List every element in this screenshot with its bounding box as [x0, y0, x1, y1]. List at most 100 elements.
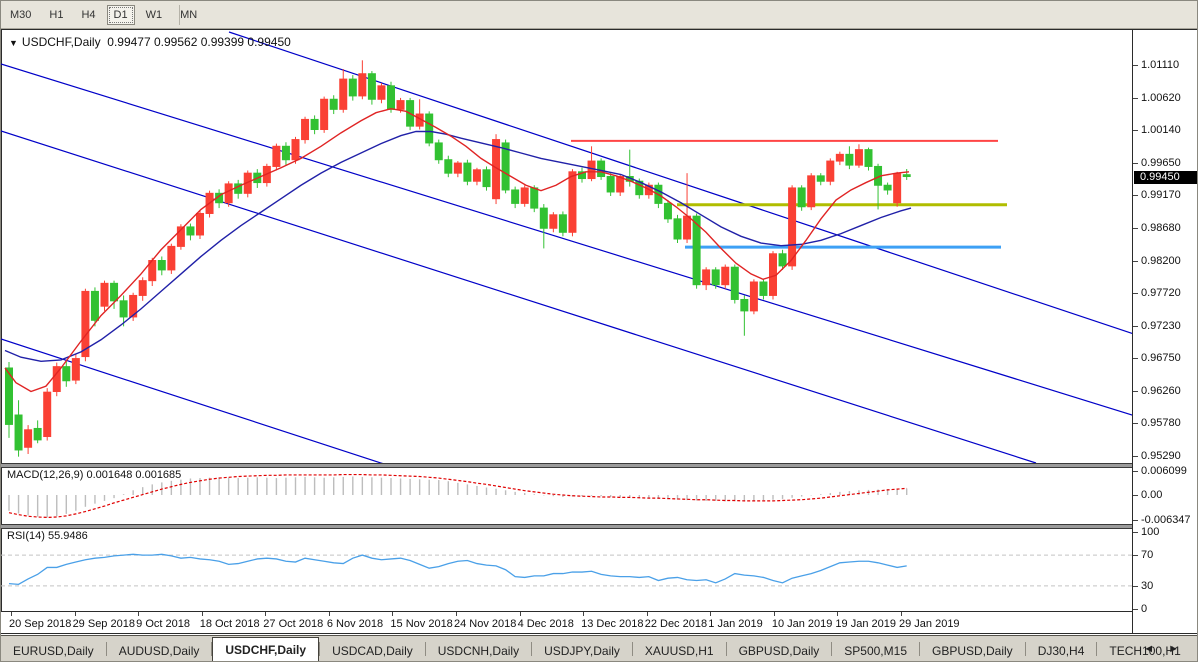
candle-up[interactable] [148, 257, 157, 287]
candle-down[interactable] [692, 213, 701, 289]
candle-down[interactable] [348, 75, 357, 101]
trendline-1[interactable] [228, 31, 1132, 343]
candle-up[interactable] [52, 362, 61, 397]
candle-up[interactable] [788, 185, 797, 270]
candle-down[interactable] [157, 256, 166, 276]
rsi-indicator-pane[interactable] [1, 527, 1132, 611]
candle-down[interactable] [874, 163, 883, 210]
candle-down[interactable] [5, 361, 13, 438]
candle-down[interactable] [730, 264, 739, 304]
chevron-down-icon[interactable]: ▼ [9, 38, 18, 48]
tab-dj30-h4[interactable]: DJ30,H4 [1037, 644, 1085, 658]
timeframe-button-w1[interactable]: W1 [145, 9, 163, 21]
candle-up[interactable] [472, 167, 481, 186]
tab-scroll-arrows[interactable]: ◄► [1143, 643, 1193, 655]
candle-down[interactable] [663, 200, 672, 223]
candle-up[interactable] [24, 425, 33, 454]
candle-up[interactable] [100, 280, 109, 311]
candle-down[interactable] [110, 280, 119, 309]
tab-gbpusd-daily[interactable]: GBPUSD,Daily [932, 644, 1013, 658]
date-axis[interactable]: 20 Sep 2018 29 Sep 2018 9 Oct 2018 18 Oct 2… [1, 612, 1132, 633]
candle-up[interactable] [453, 161, 462, 178]
candle-down[interactable] [597, 158, 606, 180]
candle-down[interactable] [673, 214, 682, 244]
candle-up[interactable] [320, 96, 329, 133]
candle-down[interactable] [463, 159, 472, 186]
candle-down[interactable] [578, 167, 586, 183]
tab-usdcnh-daily[interactable]: USDCNH,Daily [437, 644, 520, 658]
tab-usdjpy-daily[interactable]: USDJPY,Daily [544, 644, 620, 658]
tab-usdcad-daily[interactable]: USDCAD,Daily [332, 644, 413, 658]
candle-up[interactable] [520, 185, 529, 207]
trendline-3[interactable] [1, 338, 385, 464]
candle-up[interactable] [176, 224, 185, 250]
tab-eurusd-daily[interactable]: EURUSD,Daily [13, 644, 94, 658]
candle-down[interactable] [14, 400, 23, 457]
candle-up[interactable] [138, 277, 147, 301]
tab-gbpusd-daily[interactable]: GBPUSD,Daily [738, 644, 820, 658]
candle-down[interactable] [90, 287, 99, 327]
timeframe-button-m30[interactable]: M30 [10, 9, 32, 21]
timeframe-button-h4[interactable]: H4 [81, 9, 96, 21]
candle-down[interactable] [711, 267, 720, 289]
candle-down[interactable] [511, 186, 520, 209]
candle-up[interactable] [807, 173, 816, 211]
candle-down[interactable] [186, 223, 195, 241]
candle-up[interactable] [196, 210, 204, 240]
candle-up[interactable] [272, 143, 281, 171]
candle-down[interactable] [62, 361, 71, 387]
candle-up[interactable] [749, 279, 758, 315]
pane-separator-macd[interactable] [1, 463, 1132, 468]
candle-up[interactable] [167, 243, 176, 274]
timeframe-button-h1[interactable]: H1 [49, 9, 64, 21]
candle-up[interactable] [129, 292, 138, 321]
candle-down[interactable] [281, 142, 290, 166]
candle-down[interactable] [902, 168, 911, 180]
candle-down[interactable] [740, 295, 749, 336]
candle-up[interactable] [835, 151, 844, 166]
candle-up[interactable] [339, 69, 348, 113]
candle-up[interactable] [549, 212, 558, 233]
timeframe-button-mn[interactable]: MN [180, 9, 198, 21]
candle-down[interactable] [234, 179, 243, 199]
candle-up[interactable] [224, 181, 233, 207]
tab-sp500-m15[interactable]: SP500,M15 [844, 644, 907, 658]
tab-audusd-daily[interactable]: AUDUSD,Daily [118, 644, 200, 658]
macd-indicator-pane[interactable] [1, 466, 1132, 525]
candle-up[interactable] [568, 169, 577, 237]
candle-up[interactable] [721, 264, 730, 289]
candle-down[interactable] [883, 182, 892, 195]
candle-up[interactable] [854, 144, 863, 168]
tab-tech100-h1[interactable]: TECH100,H1 [1109, 644, 1181, 658]
candle-down[interactable] [367, 71, 376, 105]
candle-down[interactable] [864, 147, 873, 171]
trendline-2[interactable] [1, 63, 1132, 424]
candle-down[interactable] [434, 139, 443, 164]
candle-down[interactable] [606, 173, 615, 197]
candle-up[interactable] [415, 99, 424, 130]
tab-scroll-right-icon[interactable]: ► [1168, 643, 1193, 655]
pane-separator-rsi[interactable] [1, 524, 1132, 529]
candle-down[interactable] [425, 111, 434, 147]
candle-up[interactable] [291, 136, 300, 164]
tab-usdchf-daily[interactable]: USDCHF,Daily [212, 637, 320, 661]
candle-up[interactable] [358, 60, 367, 100]
candle-up[interactable] [71, 354, 80, 385]
candle-down[interactable] [816, 173, 825, 186]
main-price-chart[interactable] [1, 29, 1132, 464]
tab-scroll-left-icon[interactable]: ◄ [1143, 643, 1169, 655]
candle-down[interactable] [797, 185, 806, 211]
trendline-4[interactable] [1, 130, 1037, 464]
candle-up[interactable] [893, 171, 902, 207]
candle-up[interactable] [377, 83, 386, 104]
candle-down[interactable] [119, 295, 128, 327]
candle-down[interactable] [539, 204, 548, 249]
candle-up[interactable] [43, 388, 52, 441]
candle-down[interactable] [759, 279, 768, 300]
candle-up[interactable] [826, 158, 835, 186]
candle-up[interactable] [702, 267, 711, 291]
candle-down[interactable] [33, 420, 42, 444]
candle-down[interactable] [329, 95, 338, 115]
candle-down[interactable] [444, 155, 453, 178]
timeframe-button-d1[interactable]: D1 [106, 5, 135, 25]
